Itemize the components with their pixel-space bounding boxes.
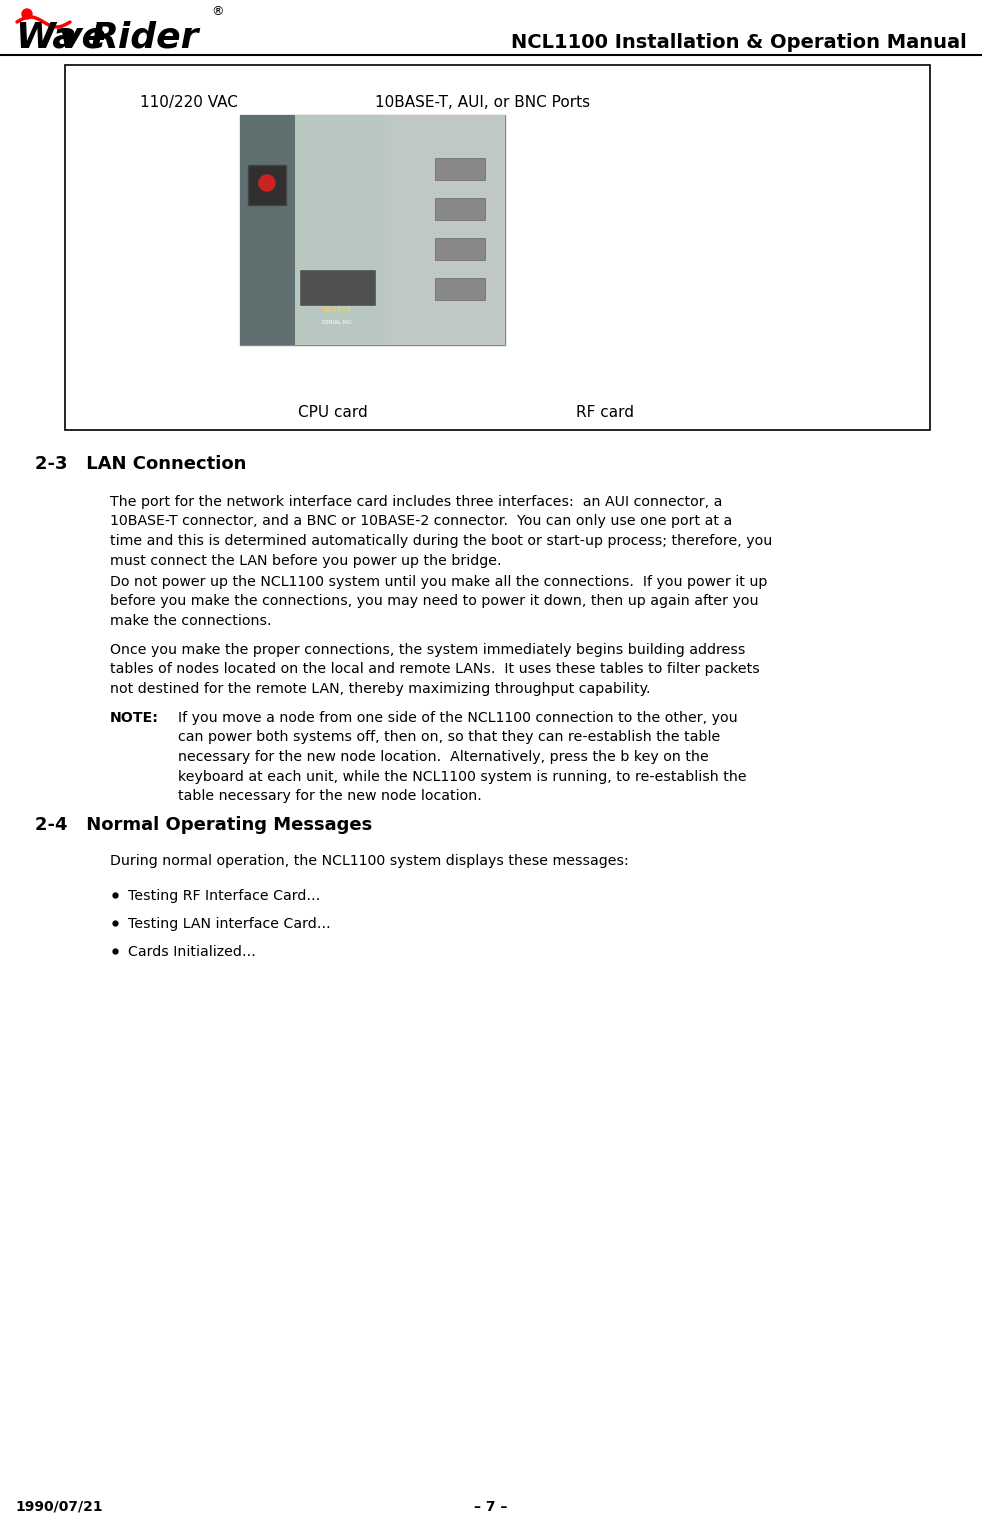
Text: The port for the network interface card includes three interfaces:  an AUI conne: The port for the network interface card … [110,495,772,568]
Text: NCL1100 Installation & Operation Manual: NCL1100 Installation & Operation Manual [512,34,967,52]
Text: Testing LAN interface Card…: Testing LAN interface Card… [128,918,331,931]
FancyBboxPatch shape [295,115,385,345]
FancyBboxPatch shape [435,199,485,220]
FancyBboxPatch shape [240,115,295,345]
Text: SERIAL NO.: SERIAL NO. [322,321,353,325]
Text: 10BASE-T, AUI, or BNC Ports: 10BASE-T, AUI, or BNC Ports [375,95,590,110]
Text: 2-3   LAN Connection: 2-3 LAN Connection [35,455,246,473]
Text: CPU card: CPU card [298,405,367,420]
Text: If you move a node from one side of the NCL1100 connection to the other, you
can: If you move a node from one side of the … [178,712,746,803]
Text: 1990/07/21: 1990/07/21 [15,1500,103,1513]
Text: Do not power up the NCL1100 system until you make all the connections.  If you p: Do not power up the NCL1100 system until… [110,576,767,628]
Text: Wa: Wa [15,21,77,55]
FancyBboxPatch shape [65,66,930,431]
Text: Testing RF Interface Card…: Testing RF Interface Card… [128,889,320,902]
Text: Once you make the proper connections, the system immediately begins building add: Once you make the proper connections, th… [110,643,760,696]
FancyBboxPatch shape [385,115,505,345]
Text: NOTE:: NOTE: [110,712,159,725]
Text: 2-4   Normal Operating Messages: 2-4 Normal Operating Messages [35,815,372,834]
Text: RF card: RF card [576,405,634,420]
Text: ®: ® [211,5,224,18]
FancyBboxPatch shape [435,278,485,299]
Circle shape [259,176,275,191]
FancyBboxPatch shape [240,115,505,345]
FancyBboxPatch shape [435,157,485,180]
FancyBboxPatch shape [248,165,286,205]
Circle shape [22,9,32,18]
FancyBboxPatch shape [300,270,375,305]
Text: ve: ve [59,21,107,55]
Text: 015372: 015372 [322,307,352,313]
Text: – 7 –: – 7 – [474,1500,508,1513]
Text: 110/220 VAC: 110/220 VAC [140,95,238,110]
Text: Rider: Rider [90,21,198,55]
Text: During normal operation, the NCL1100 system displays these messages:: During normal operation, the NCL1100 sys… [110,854,628,867]
FancyBboxPatch shape [435,238,485,260]
Text: Cards Initialized…: Cards Initialized… [128,945,256,959]
